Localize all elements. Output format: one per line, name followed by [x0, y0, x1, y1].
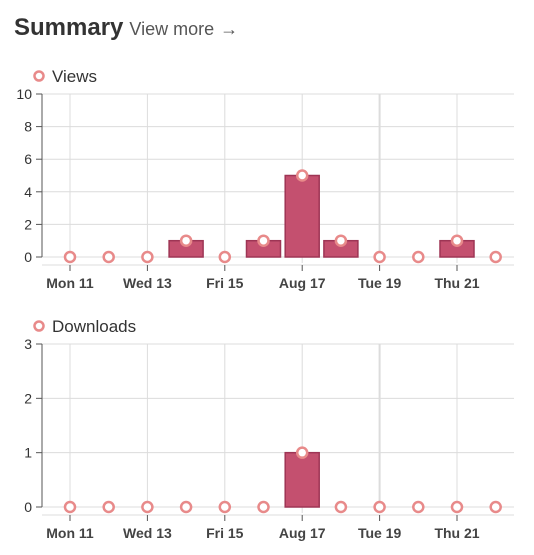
x-tick-label: Fri 15: [206, 275, 244, 291]
data-point: [63, 500, 77, 514]
view-more-link[interactable]: View more →: [129, 19, 238, 40]
data-point: [218, 500, 232, 514]
page-title: Summary: [14, 14, 124, 41]
legend: Downloads: [33, 317, 136, 336]
y-tick-label: 2: [24, 390, 32, 406]
data-point: [334, 234, 348, 247]
data-point: [179, 234, 193, 247]
y-tick-label: 10: [16, 86, 32, 102]
data-point: [450, 500, 464, 514]
data-point: [63, 250, 77, 264]
y-tick-label: 4: [24, 184, 32, 200]
x-tick-label: Mon 11: [46, 275, 94, 291]
x-tick-label: Mon 11: [46, 525, 94, 541]
data-point: [450, 234, 464, 247]
data-point: [412, 250, 425, 264]
data-point: [334, 500, 348, 514]
x-tick-label: Tue 19: [358, 525, 402, 541]
legend: Views: [33, 67, 97, 86]
x-tick-label: Tue 19: [358, 275, 402, 291]
y-tick-label: 0: [24, 249, 32, 265]
legend-label: Downloads: [52, 317, 136, 336]
views-chart-svg: Views 0 2 4 6 8 10 Mon 11 Wed 13 Fri 15 Aug 17 Tue …: [16, 67, 514, 291]
x-tick-label: Aug 17: [279, 525, 326, 541]
data-point: [489, 250, 502, 264]
x-tick-label: Thu 21: [434, 525, 479, 541]
data-point: [179, 500, 193, 514]
y-tick-label: 2: [24, 216, 32, 232]
data-point: [373, 250, 386, 264]
bar: [284, 451, 320, 508]
y-tick-label: 3: [24, 336, 32, 352]
data-point: [218, 250, 232, 264]
data-point: [295, 169, 309, 182]
data-point: [295, 446, 309, 459]
data-point: [257, 234, 270, 247]
bar: [284, 174, 320, 258]
x-tick-label: Aug 17: [279, 275, 326, 291]
data-point: [489, 500, 502, 514]
data-point: [102, 500, 115, 514]
data-point: [141, 250, 154, 264]
views-chart: Views 0 2 4 6 8 10 Mon 11 Wed 13 Fri 15 Aug 17 Tue …: [0, 60, 534, 300]
data-point: [257, 500, 270, 514]
y-tick-label: 6: [24, 151, 32, 167]
y-tick-label: 0: [24, 499, 32, 515]
x-tick-label: Thu 21: [434, 275, 479, 291]
legend-label: Views: [52, 67, 97, 86]
y-tick-label: 8: [24, 119, 32, 135]
legend-marker: [33, 320, 45, 332]
summary-header: Summary View more →: [14, 14, 238, 48]
view-more-label: View more: [129, 19, 215, 39]
data-point: [412, 500, 425, 514]
x-tick-label: Wed 13: [123, 525, 172, 541]
downloads-chart-svg: Downloads 0 1 2 3 Mon 11 Wed 13 Fri 15 Aug 17 Tue…: [24, 317, 514, 541]
downloads-chart: Downloads 0 1 2 3 Mon 11 Wed 13 Fri 15 Aug 17 Tue…: [0, 310, 534, 550]
arrow-right-icon: →: [220, 19, 239, 39]
x-tick-label: Fri 15: [206, 525, 244, 541]
legend-marker: [33, 70, 45, 82]
y-tick-label: 1: [24, 445, 32, 461]
data-point: [141, 500, 154, 514]
x-tick-label: Wed 13: [123, 275, 172, 291]
data-point: [102, 250, 115, 264]
data-point: [373, 500, 386, 514]
